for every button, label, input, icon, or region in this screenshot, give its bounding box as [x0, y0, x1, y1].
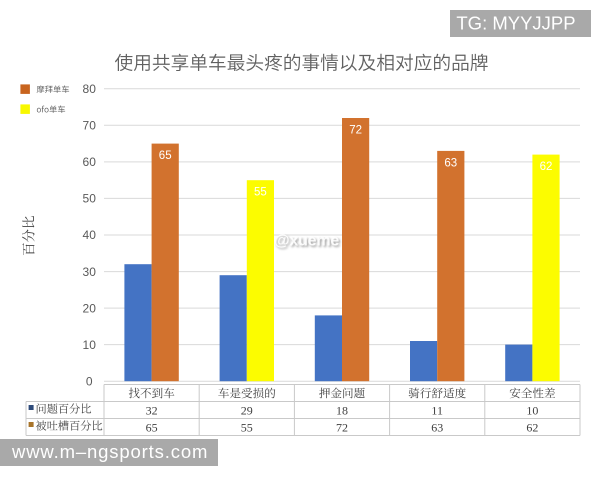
- svg-text:32: 32: [146, 403, 158, 417]
- svg-text:62: 62: [526, 420, 538, 434]
- svg-text:20: 20: [83, 301, 97, 315]
- svg-text:70: 70: [83, 119, 97, 133]
- svg-text:10: 10: [526, 403, 538, 417]
- svg-text:50: 50: [83, 192, 97, 206]
- svg-text:72: 72: [349, 125, 362, 137]
- svg-text:60: 60: [83, 155, 97, 169]
- svg-text:11: 11: [431, 403, 443, 417]
- svg-text:80: 80: [83, 82, 97, 96]
- svg-text:29: 29: [241, 403, 253, 417]
- svg-text:@xueme: @xueme: [274, 233, 339, 250]
- svg-text:55: 55: [254, 187, 267, 199]
- svg-text:55: 55: [241, 420, 253, 434]
- svg-text:63: 63: [431, 420, 443, 434]
- svg-text:@xueme: @xueme: [276, 234, 341, 251]
- svg-text:72: 72: [336, 420, 348, 434]
- svg-text:63: 63: [444, 157, 457, 169]
- svg-text:40: 40: [83, 228, 97, 242]
- svg-text:10: 10: [83, 338, 97, 352]
- svg-text:0: 0: [86, 374, 93, 388]
- svg-text:30: 30: [83, 265, 97, 279]
- svg-text:65: 65: [159, 150, 172, 162]
- svg-text:18: 18: [336, 403, 348, 417]
- svg-text:www.m–ngsports.com: www.m–ngsports.com: [11, 441, 208, 462]
- svg-text:65: 65: [146, 420, 158, 434]
- svg-text:TG: MYYJJPP: TG: MYYJJPP: [456, 13, 575, 34]
- svg-text:62: 62: [540, 161, 553, 173]
